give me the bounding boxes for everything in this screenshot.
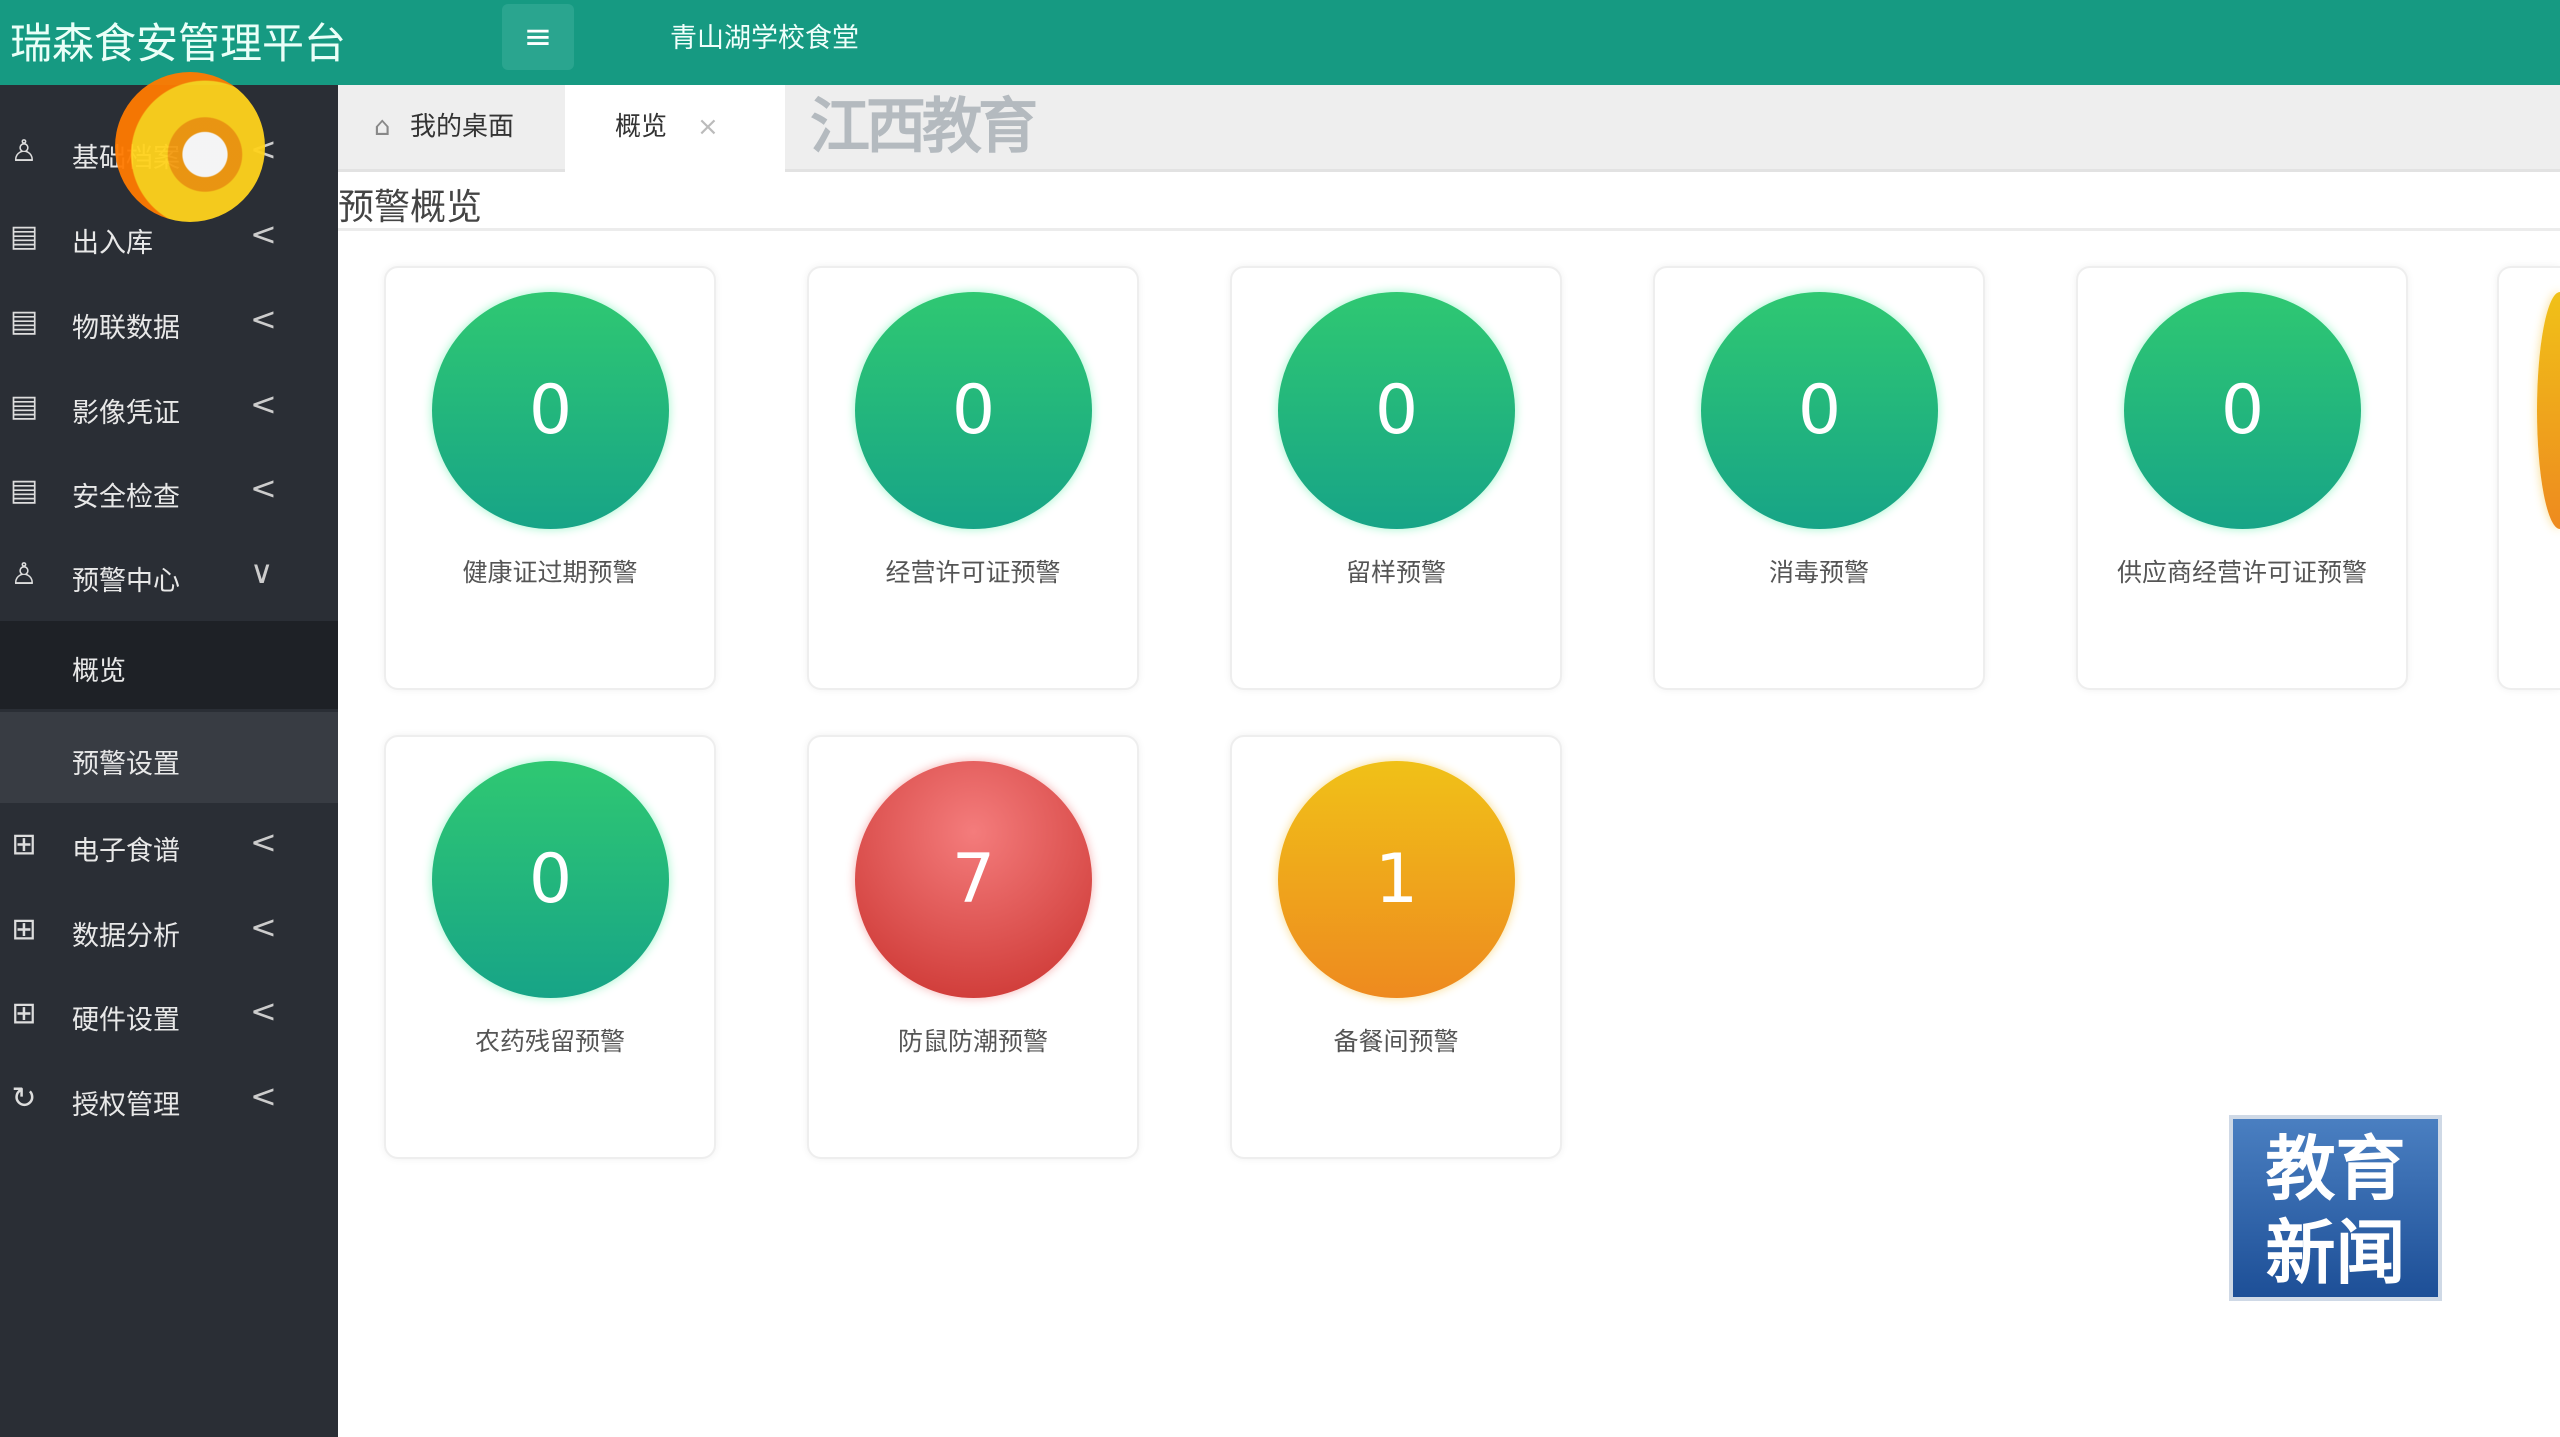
warning-card[interactable]: 0 留样预警 [1230,266,1562,690]
warning-count-circle: 7 [855,761,1092,998]
sidebar-item-iot-data[interactable]: ▤ 物联数据 < [0,282,338,366]
sidebar-item-image-proof[interactable]: ▤ 影像凭证 < [0,367,338,451]
chevron-left-icon: < [250,300,277,338]
warning-label: 留样预警 [1345,558,1446,587]
home-icon: ⌂ [374,112,391,142]
warning-card[interactable]: 0 农药残留预警 [384,735,716,1159]
tab-overview[interactable]: 概览 × [565,85,785,172]
warning-card[interactable]: 0 经营许可证预警 [807,266,1139,690]
chevron-left-icon: < [250,385,277,423]
warning-card[interactable]: 0 供应商经营许可证预警 [2076,266,2408,690]
brand-title: 瑞森食安管理平台 [10,19,347,68]
warning-label: 农药残留预警 [474,1027,625,1056]
sidebar-item-warning-center[interactable]: ♙ 预警中心 ∨ [0,535,338,619]
sidebar-item-inventory[interactable]: ▤ 出入库 < [0,197,338,281]
chevron-left-icon: < [250,823,277,861]
warning-card[interactable]: 7 防鼠防潮预警 [807,735,1139,1159]
sidebar-item-e-menu[interactable]: ⊞ 电子食谱 < [0,805,338,889]
grid-icon: ⊞ [11,996,37,1031]
sidebar-subitem-warning-settings[interactable]: 预警设置 [0,712,338,803]
watermark-logo [115,72,265,222]
warning-card[interactable]: 0 消毒预警 [1653,266,1985,690]
news-badge: 教育 新闻 [2229,1115,2442,1301]
watermark-logo-text: 江西教育 [810,92,1038,162]
form-icon: ▤ [9,304,39,339]
sidebar: ♙基础档案< ▤出入库< ▤物联数据< ▤影像凭证< ▤安全检查< ♙预警中心∨… [0,85,338,1437]
top-bar: 瑞森食安管理平台 ≡ 青山湖学校食堂 [0,0,2560,85]
warning-card[interactable]: 0 健康证过期预警 [384,266,716,690]
sidebar-item-safety-check[interactable]: ▤ 安全检查 < [0,451,338,535]
warning-label: 备餐间预警 [1333,1027,1459,1056]
chevron-left-icon: < [250,469,277,507]
chevron-down-icon: ∨ [250,553,274,591]
sidebar-item-authorization[interactable]: ↻ 授权管理 < [0,1059,338,1143]
user-icon: ♙ [10,557,38,592]
close-icon[interactable]: × [697,112,719,142]
user-icon: ♙ [10,134,38,169]
chevron-left-icon: < [250,1077,277,1115]
warning-count-circle [2537,292,2560,529]
warning-card[interactable]: 1 备餐间预警 [1230,735,1562,1159]
chevron-left-icon: < [250,992,277,1030]
school-name: 青山湖学校食堂 [670,23,859,54]
warning-label: 防鼠防潮预警 [897,1027,1048,1056]
sidebar-item-data-analysis[interactable]: ⊞ 数据分析 < [0,890,338,974]
warning-count-circle: 0 [1701,292,1938,529]
warning-count-circle: 1 [1278,761,1515,998]
refresh-icon: ↻ [11,1081,37,1116]
warning-card-partial [2497,266,2560,690]
warning-label: 供应商经营许可证预警 [2116,558,2367,587]
warning-count-circle: 0 [2124,292,2361,529]
chevron-left-icon: < [250,215,277,253]
warning-label: 经营许可证预警 [885,558,1061,587]
form-icon: ▤ [9,219,39,254]
tab-bar: ⌂ 我的桌面 概览 × [338,85,2560,172]
grid-icon: ⊞ [11,912,37,947]
warning-count-circle: 0 [432,761,669,998]
tab-my-desktop[interactable]: ⌂ 我的桌面 [370,85,565,172]
divider [338,228,2560,231]
sidebar-subitem-overview[interactable]: 概览 [0,621,338,709]
grid-icon: ⊞ [11,827,37,862]
warning-count-circle: 0 [1278,292,1515,529]
warning-count-circle: 0 [432,292,669,529]
warning-label: 消毒预警 [1768,558,1869,587]
chevron-left-icon: < [250,908,277,946]
form-icon: ▤ [9,389,39,424]
page-title: 预警概览 [338,187,483,228]
warning-label: 健康证过期预警 [462,558,638,587]
sidebar-item-hardware-settings[interactable]: ⊞ 硬件设置 < [0,974,338,1058]
warning-count-circle: 0 [855,292,1092,529]
hamburger-icon[interactable]: ≡ [502,4,574,70]
form-icon: ▤ [9,473,39,508]
